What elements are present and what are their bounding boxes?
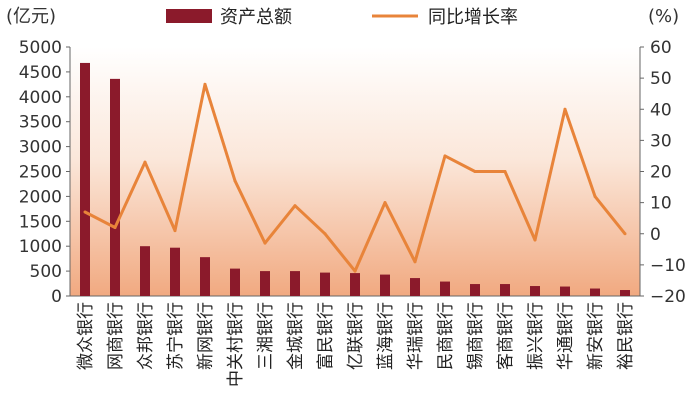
- bar: [410, 278, 420, 296]
- bar: [140, 246, 150, 296]
- bar: [530, 286, 540, 296]
- bar: [500, 284, 510, 296]
- bar: [110, 78, 120, 296]
- category-label: 金城银行: [286, 302, 306, 370]
- line-point: [263, 241, 267, 245]
- bar: [200, 257, 210, 296]
- plot-background: [70, 47, 640, 296]
- category-label: 蓝海银行: [376, 302, 396, 370]
- line-point: [443, 154, 447, 158]
- category-label: 苏宁银行: [166, 302, 186, 370]
- right-tick-label: 50: [650, 69, 672, 89]
- line-point: [203, 82, 207, 86]
- bar: [260, 271, 270, 296]
- category-label: 网商银行: [106, 302, 126, 370]
- bar: [440, 281, 450, 296]
- line-point: [413, 260, 417, 264]
- category-label: 振兴银行: [526, 302, 546, 370]
- line-point: [353, 269, 357, 273]
- bar: [290, 271, 300, 296]
- left-tick-label: 5000: [19, 38, 62, 58]
- category-label: 华瑞银行: [406, 302, 426, 370]
- left-tick-label: 2500: [19, 163, 62, 183]
- line-point: [383, 201, 387, 205]
- line-point: [233, 179, 237, 183]
- left-axis-unit: (亿元): [6, 6, 56, 27]
- category-label: 微众银行: [76, 302, 96, 370]
- line-point: [293, 204, 297, 208]
- bar: [80, 62, 90, 296]
- bar: [560, 286, 570, 296]
- left-tick-label: 2000: [19, 187, 62, 207]
- line-point: [113, 226, 117, 230]
- line-point: [83, 210, 87, 214]
- axes: 0500100015002000250030003500400045005000…: [19, 38, 686, 307]
- category-label: 裕民银行: [616, 302, 636, 370]
- left-tick-label: 3500: [19, 113, 62, 133]
- category-labels: 微众银行 网商银行 众邦银行 苏宁银行 新网银行 中关村银行 三湘银行 金城银行 富民银行 亿联银…: [76, 302, 636, 387]
- right-tick-label: −20: [650, 287, 686, 307]
- left-tick-label: 1500: [19, 212, 62, 232]
- legend: 资产总额 同比增长率: [166, 7, 518, 28]
- left-tick-label: 0: [51, 287, 62, 307]
- category-label: 中关村银行: [226, 302, 246, 387]
- left-tick-label: 1000: [19, 237, 62, 257]
- category-label: 民商银行: [436, 302, 456, 370]
- line-point: [503, 170, 507, 173]
- right-tick-label: −10: [650, 256, 686, 276]
- left-tick-label: 4500: [19, 63, 62, 83]
- line-point: [473, 170, 477, 173]
- line-point: [623, 232, 627, 236]
- bar: [620, 290, 630, 296]
- left-tick-label: 4000: [19, 88, 62, 108]
- line-point: [563, 107, 567, 111]
- right-axis-unit: (%): [648, 6, 679, 27]
- line-point: [323, 232, 327, 236]
- legend-swatch-bar: [166, 9, 212, 23]
- category-label: 新安银行: [586, 302, 606, 370]
- bar: [350, 273, 360, 296]
- right-tick-label: 20: [650, 163, 672, 183]
- category-label: 富民银行: [316, 302, 336, 370]
- category-label: 亿联银行: [346, 302, 366, 370]
- bar: [170, 247, 180, 296]
- bar-series: [80, 62, 630, 296]
- category-label: 锡商银行: [466, 302, 486, 370]
- right-tick-label: 30: [650, 131, 672, 151]
- right-tick-label: 0: [650, 225, 661, 245]
- category-label: 新网银行: [196, 302, 216, 370]
- category-label: 众邦银行: [136, 302, 156, 370]
- line-point: [593, 194, 597, 198]
- line-point: [533, 238, 537, 242]
- right-tick-label: 40: [650, 100, 672, 120]
- left-tick-label: 500: [30, 262, 62, 282]
- left-tick-label: 3000: [19, 138, 62, 158]
- right-tick-label: 60: [650, 38, 672, 58]
- category-label: 华通银行: [556, 302, 576, 370]
- legend-label-bar: 资产总额: [220, 7, 292, 28]
- line-point: [173, 229, 177, 233]
- legend-label-line: 同比增长率: [428, 7, 518, 28]
- category-label: 三湘银行: [256, 302, 276, 370]
- bar: [380, 274, 390, 296]
- bar: [590, 288, 600, 296]
- bar: [320, 272, 330, 296]
- right-tick-label: 10: [650, 194, 672, 214]
- bar: [230, 268, 240, 296]
- line-point: [143, 160, 147, 164]
- line-series: [83, 82, 627, 273]
- bar: [470, 284, 480, 296]
- category-label: 客商银行: [496, 302, 516, 370]
